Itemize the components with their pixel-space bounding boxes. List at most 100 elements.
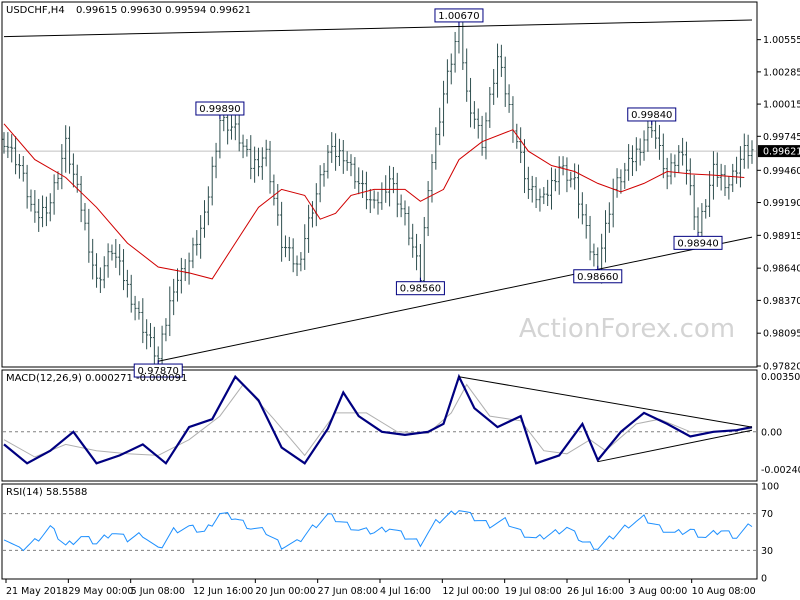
price-bar — [172, 278, 176, 316]
annotation-label: 0.99840 — [631, 110, 672, 121]
price-bar — [64, 125, 68, 173]
price-bar — [723, 165, 727, 196]
price-bar — [395, 172, 399, 218]
time-axis-label: 20 Jun 00:00 — [255, 586, 315, 597]
price-bar — [291, 238, 295, 273]
price-bar — [129, 274, 133, 313]
price-bar — [268, 140, 272, 194]
price-layer — [2, 10, 756, 371]
price-bar — [206, 186, 210, 226]
macd-axis-label: 0.003509 — [761, 372, 800, 383]
price-bar — [715, 152, 719, 187]
price-bar — [573, 163, 577, 190]
annotation-box — [395, 281, 445, 296]
price-bar — [202, 200, 206, 238]
price-axis-label: 0.99190 — [763, 198, 800, 209]
price-bar — [719, 163, 723, 191]
price-bar — [688, 158, 692, 196]
rsi-axis-label: 70 — [761, 509, 773, 520]
price-bar — [106, 243, 110, 278]
price-bar — [326, 145, 330, 179]
price-bar — [83, 203, 87, 231]
time-axis-label: 4 Jul 16:00 — [380, 586, 431, 597]
price-bar — [561, 156, 565, 176]
price-bar — [176, 268, 180, 302]
price-bar — [214, 142, 218, 179]
price-bar — [484, 112, 488, 160]
price-axis-label: 0.98370 — [763, 296, 800, 307]
price-bar — [407, 206, 411, 246]
price-bar — [430, 154, 434, 203]
price-bar — [499, 44, 503, 77]
price-axis-label: 0.97820 — [763, 362, 800, 373]
macd-axis-label: 0.00 — [761, 427, 782, 438]
price-bar — [607, 202, 611, 233]
time-axis-label: 10 Aug 08:00 — [692, 586, 756, 597]
annotation-box — [133, 363, 183, 378]
price-bar — [588, 215, 592, 261]
macd-layer — [3, 373, 756, 465]
price-bar — [322, 162, 326, 187]
time-axis-label: 26 Jul 16:00 — [567, 586, 624, 597]
price-bar — [584, 204, 588, 239]
price-bar — [122, 249, 126, 291]
price-bar — [283, 235, 287, 258]
price-bar — [503, 56, 507, 107]
price-bar — [750, 140, 754, 164]
price-bar — [684, 141, 688, 185]
price-axis-label: 0.99460 — [763, 166, 800, 177]
price-bar — [341, 140, 345, 174]
price-bar — [623, 162, 627, 189]
price-bar — [149, 323, 153, 348]
macd-trendline — [458, 376, 753, 428]
moving-average-line — [3, 123, 745, 280]
annotation-label: 1.00670 — [438, 11, 479, 22]
price-bar — [642, 130, 646, 161]
price-bar — [245, 139, 249, 157]
price-bar — [434, 127, 438, 170]
price-bar — [44, 196, 48, 227]
price-bar — [357, 167, 361, 195]
price-bar — [399, 194, 403, 218]
price-bar — [48, 193, 52, 222]
chart-header-ohlc: 0.99615 0.99630 0.99594 0.99621 — [76, 5, 251, 16]
macd-line — [3, 373, 753, 465]
time-axis-label: 12 Jul 00:00 — [442, 586, 499, 597]
price-bar — [557, 156, 561, 195]
axis-layer: 1.00555 1.00285 1.00015 0.99745 0.99460 0.991… — [5, 35, 800, 597]
price-bar — [738, 146, 742, 188]
price-bar — [307, 204, 311, 253]
price-bar — [14, 136, 18, 175]
price-bar — [634, 137, 638, 172]
annotation-box — [627, 107, 677, 122]
price-bar — [742, 133, 746, 169]
price-bar — [210, 156, 214, 206]
price-bar — [569, 171, 573, 188]
label-layer: 0.97870 0.99890 0.98560 1.00670 0.98660 0.998… — [133, 8, 723, 378]
price-bar — [476, 108, 480, 139]
annotation-label: 0.97870 — [138, 366, 179, 377]
macd-title: MACD(12,26,9) 0.000271 -0.000091 — [6, 373, 187, 384]
price-bar — [534, 177, 538, 209]
current-price-box — [758, 145, 800, 158]
price-bar — [295, 255, 299, 277]
price-bar — [287, 236, 291, 261]
price-bar — [638, 138, 642, 166]
price-bar — [657, 124, 661, 160]
price-bar — [496, 43, 500, 98]
price-bar — [603, 210, 607, 263]
macd-panel — [1, 369, 758, 482]
price-bar — [164, 318, 168, 342]
price-bar — [615, 168, 619, 198]
price-bar — [345, 151, 349, 171]
price-bar — [33, 190, 37, 223]
price-bar — [237, 114, 241, 152]
price-bar — [465, 48, 469, 102]
price-bar — [673, 154, 677, 178]
price-bar — [218, 113, 222, 159]
price-bar — [241, 134, 245, 159]
price-axis-label: 0.99745 — [763, 132, 800, 143]
price-bar — [91, 238, 95, 280]
price-bar — [334, 133, 338, 171]
current-price-label: 0.99621 — [763, 147, 800, 158]
